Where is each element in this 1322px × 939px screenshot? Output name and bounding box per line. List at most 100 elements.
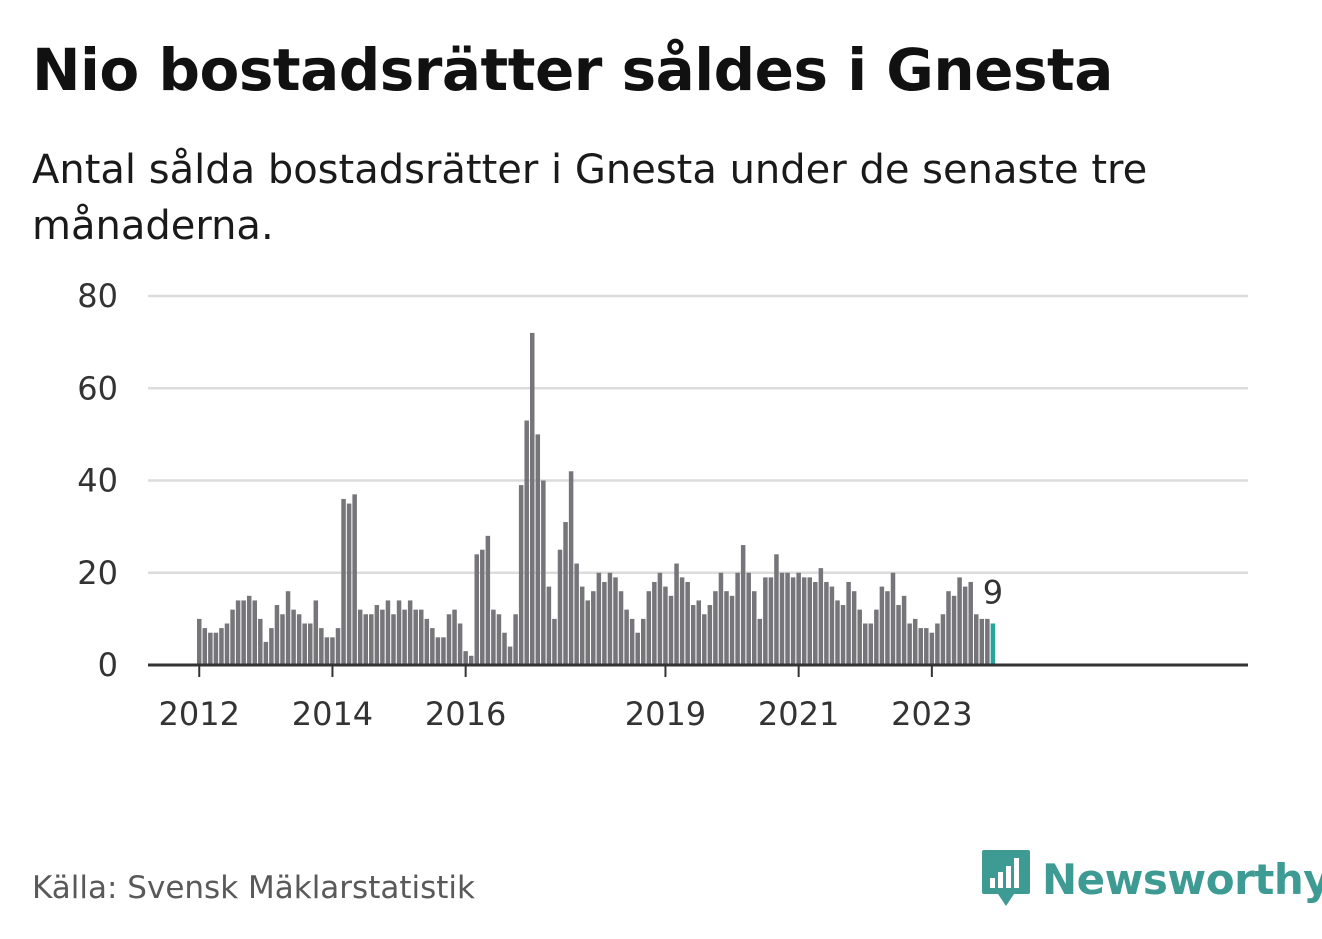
bar bbox=[385, 600, 391, 665]
bar bbox=[252, 600, 257, 665]
bar bbox=[624, 609, 629, 665]
bar bbox=[924, 628, 929, 665]
bar bbox=[352, 494, 357, 665]
bar-highlight bbox=[990, 623, 996, 665]
bar bbox=[219, 628, 224, 665]
chart-subtitle: Antal sålda bostadsrätter i Gnesta under… bbox=[32, 147, 1148, 249]
source-credit: Källa: Svensk Mäklarstatistik bbox=[32, 870, 475, 906]
bar bbox=[629, 618, 635, 665]
bar bbox=[430, 628, 435, 665]
bar bbox=[857, 609, 862, 665]
x-tick-label: 2014 bbox=[292, 695, 373, 733]
bar bbox=[613, 577, 618, 665]
bar bbox=[246, 595, 252, 665]
bar bbox=[363, 614, 368, 665]
bar bbox=[685, 581, 690, 665]
bar bbox=[208, 632, 213, 665]
bar bbox=[346, 503, 352, 665]
bar bbox=[419, 609, 424, 665]
bar bbox=[568, 471, 574, 665]
bar bbox=[635, 632, 640, 665]
bar bbox=[424, 618, 430, 665]
bar bbox=[269, 628, 274, 665]
bar-chart: 0 20 40 60 80 2012 2014 2016 2019 2021 2023 9 bbox=[77, 277, 1248, 733]
bar bbox=[574, 563, 579, 665]
bar bbox=[657, 572, 663, 665]
bar bbox=[452, 609, 457, 665]
bar bbox=[224, 623, 230, 665]
bar bbox=[330, 637, 335, 665]
bar bbox=[962, 586, 968, 665]
bar bbox=[974, 614, 979, 665]
grid-lines bbox=[148, 294, 1248, 574]
bar bbox=[596, 572, 602, 665]
bar bbox=[291, 609, 296, 665]
bar bbox=[285, 591, 291, 665]
bar bbox=[480, 549, 485, 665]
bar bbox=[280, 614, 285, 665]
bar bbox=[985, 618, 990, 665]
bar bbox=[402, 609, 407, 665]
bar bbox=[258, 618, 263, 665]
bar bbox=[746, 572, 751, 665]
bar bbox=[874, 609, 879, 665]
axes: 0 20 40 60 80 2012 2014 2016 2019 2021 2023 9 bbox=[77, 277, 1248, 733]
bar bbox=[357, 609, 363, 665]
bar bbox=[835, 600, 840, 665]
bar bbox=[679, 577, 685, 665]
bar bbox=[496, 614, 502, 665]
bar bbox=[896, 605, 901, 665]
bar bbox=[818, 568, 824, 665]
bar bbox=[502, 632, 507, 665]
chart-title: Nio bostadsrätter såldes i Gnesta bbox=[32, 36, 1113, 104]
x-tick-label: 2016 bbox=[425, 695, 506, 733]
bar bbox=[779, 572, 785, 665]
bar bbox=[319, 628, 324, 665]
bar bbox=[302, 623, 307, 665]
bar bbox=[652, 581, 657, 665]
bar bbox=[413, 609, 418, 665]
newsworthy-logo: Newsworthy bbox=[980, 848, 1322, 910]
bar bbox=[718, 572, 724, 665]
bar bbox=[546, 586, 552, 665]
bar bbox=[407, 600, 413, 665]
bar bbox=[901, 595, 907, 665]
bar bbox=[724, 591, 729, 665]
bar bbox=[341, 498, 346, 665]
bar bbox=[702, 614, 707, 665]
bar bbox=[396, 600, 402, 665]
bar bbox=[641, 618, 646, 665]
bar bbox=[752, 591, 757, 665]
bar bbox=[235, 600, 241, 665]
bar bbox=[674, 563, 679, 665]
bar bbox=[668, 595, 674, 665]
bar bbox=[690, 605, 696, 665]
bar bbox=[796, 572, 801, 665]
bar bbox=[912, 618, 918, 665]
bar bbox=[740, 545, 746, 665]
bars bbox=[197, 332, 996, 665]
bar bbox=[446, 614, 452, 665]
bar bbox=[940, 614, 946, 665]
bar bbox=[757, 618, 763, 665]
y-tick-label: 40 bbox=[77, 462, 118, 500]
bar bbox=[474, 554, 479, 665]
bar bbox=[957, 577, 962, 665]
bar bbox=[535, 434, 541, 665]
bar bbox=[918, 628, 923, 665]
bar bbox=[785, 572, 790, 665]
bar bbox=[863, 623, 868, 665]
bar bbox=[801, 577, 807, 665]
bar bbox=[807, 577, 812, 665]
bar bbox=[618, 591, 624, 665]
bar bbox=[851, 591, 857, 665]
x-tick-label: 2012 bbox=[159, 695, 240, 733]
bar bbox=[507, 646, 513, 665]
bar bbox=[530, 332, 535, 665]
bar bbox=[524, 420, 529, 665]
bar bbox=[813, 581, 818, 665]
bar bbox=[768, 577, 774, 665]
bar bbox=[263, 641, 269, 665]
bar bbox=[929, 632, 935, 665]
bar bbox=[696, 600, 701, 665]
